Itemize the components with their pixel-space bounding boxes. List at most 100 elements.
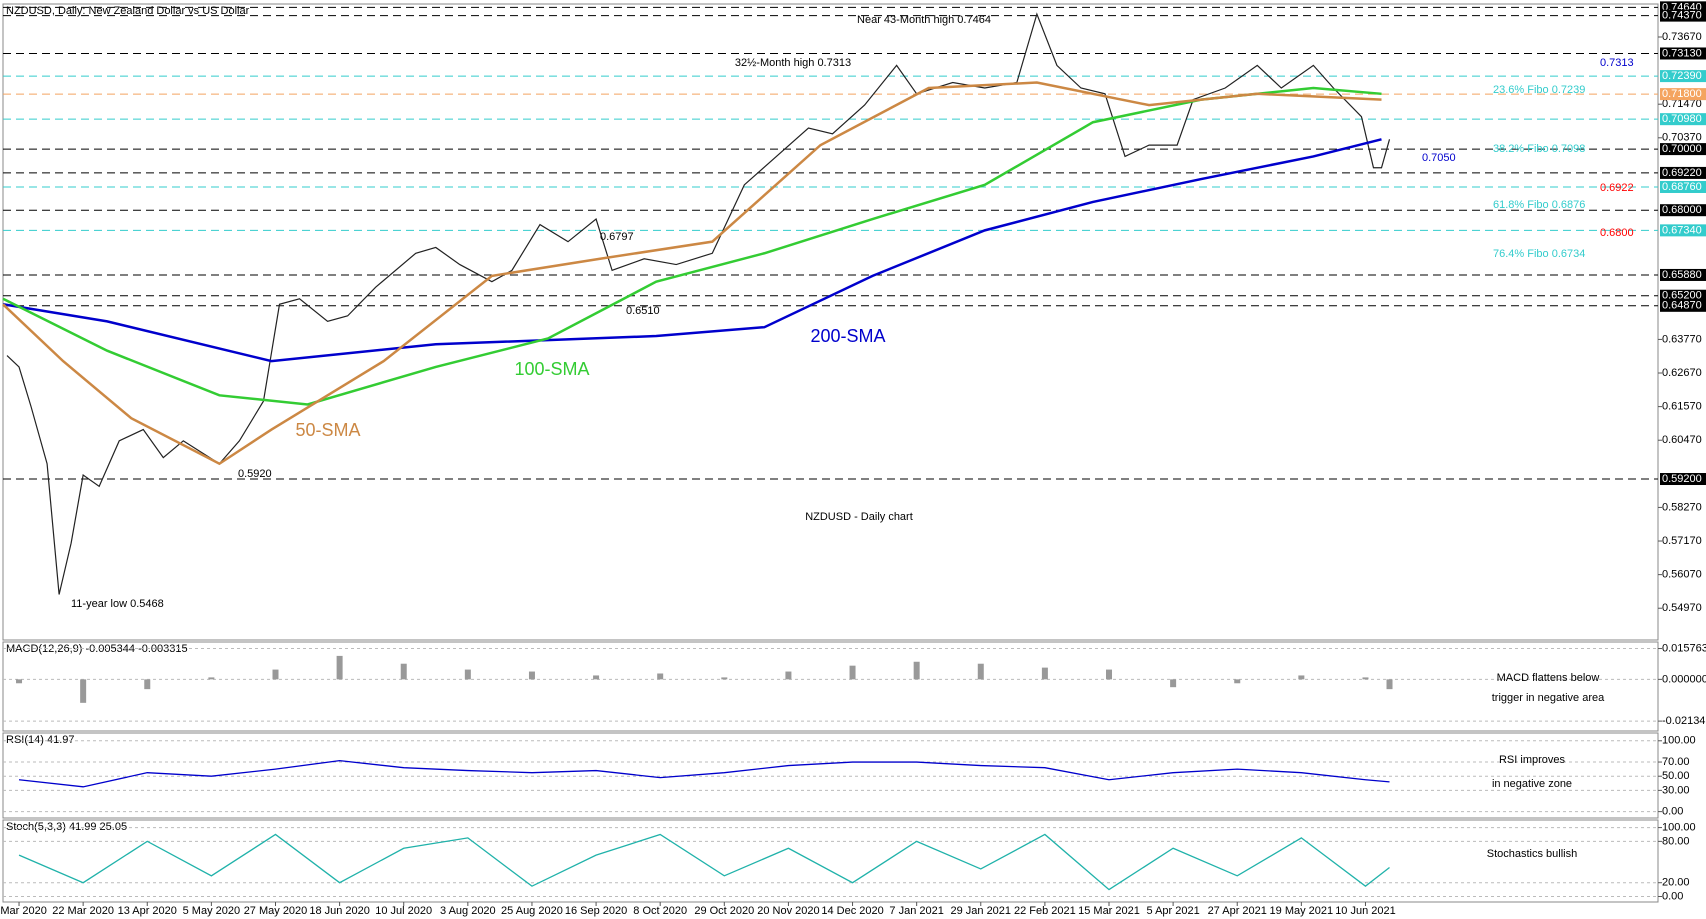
rsi-panel [2, 732, 1659, 819]
annotation: 0.6800 [1600, 227, 1634, 239]
y-tick-label: 0.62670 [1662, 367, 1702, 379]
annotation: 11-year low 0.5468 [71, 598, 164, 610]
level-box [1660, 9, 1706, 22]
y-tick-label: 0.63770 [1662, 333, 1702, 345]
level-label: 0.65880 [1662, 269, 1702, 281]
annotation: 23.6% Fibo 0.7239 [1493, 84, 1585, 96]
level-label: 0.73130 [1662, 47, 1702, 59]
y-tick-label: 0.00 [1662, 806, 1683, 818]
histogram-bar [80, 679, 87, 703]
level-label: 0.65200 [1662, 290, 1702, 302]
level-box [1660, 88, 1706, 101]
y-tick-label: -0.021341 [1662, 715, 1706, 727]
price-line [2, 81, 1382, 466]
level-box [1660, 268, 1706, 281]
level-label: 0.68760 [1662, 181, 1702, 193]
x-tick-label: 25 Aug 2020 [501, 905, 563, 917]
histogram-bar [1362, 677, 1369, 680]
annotation: Near 43-Month high 0.7464 [857, 14, 991, 26]
level-label: 0.64870 [1662, 300, 1702, 312]
histogram-bar [464, 669, 471, 680]
histogram-bar [1298, 675, 1305, 680]
level-label: 0.59200 [1662, 473, 1702, 485]
x-tick-label: 14 Dec 2020 [821, 905, 883, 917]
level-label: 0.69220 [1662, 167, 1702, 179]
annotation: 0.6922 [1600, 182, 1634, 194]
histogram-bar [400, 663, 407, 680]
histogram-bar [208, 677, 215, 680]
x-tick-label: 27 Apr 2021 [1208, 905, 1267, 917]
y-tick-label: 80.00 [1662, 835, 1690, 847]
annotation: 38.2% Fibo 0.7098 [1493, 143, 1585, 155]
x-tick-label: 27 May 2020 [244, 905, 308, 917]
y-tick-label: 0.58270 [1662, 501, 1702, 513]
x-tick-label: 8 Oct 2020 [633, 905, 687, 917]
histogram-bar [336, 655, 343, 680]
annotation: MACD flattens below [1497, 672, 1600, 684]
annotation: RSI improves [1499, 754, 1566, 766]
x-tick-label: 3 Mar 2020 [0, 905, 47, 917]
y-tick-label: 0.57170 [1662, 535, 1702, 547]
x-tick-label: 15 Mar 2021 [1078, 905, 1140, 917]
histogram-bar [1041, 667, 1048, 680]
annotation: 32½-Month high 0.7313 [735, 57, 851, 69]
panel-header: NZDUSD, Daily: New Zealand Dollar vs US … [6, 5, 250, 17]
y-tick-label: 0.015763 [1662, 642, 1706, 654]
histogram-bar [1386, 679, 1393, 690]
level-box [1660, 180, 1706, 193]
y-tick-label: 0.61570 [1662, 401, 1702, 413]
histogram-bar [785, 671, 792, 680]
level-label: 0.70000 [1662, 143, 1702, 155]
x-tick-label: 29 Jan 2021 [950, 905, 1011, 917]
level-box [1660, 299, 1706, 312]
level-box [1660, 204, 1706, 217]
x-tick-label: 19 May 2021 [1270, 905, 1334, 917]
x-tick-label: 20 Nov 2020 [757, 905, 819, 917]
y-tick-label: 0.000000 [1662, 673, 1706, 685]
x-tick-label: 29 Oct 2020 [694, 905, 754, 917]
annotation: 0.7313 [1600, 57, 1634, 69]
panel-header: RSI(14) 41.97 [6, 734, 74, 746]
annotation: trigger in negative area [1492, 692, 1605, 704]
x-tick-label: 3 Aug 2020 [440, 905, 496, 917]
annotation: in negative zone [1492, 778, 1572, 790]
price-line [2, 86, 1382, 406]
x-tick-label: 18 Jun 2020 [309, 905, 370, 917]
y-tick-label: 20.00 [1662, 877, 1690, 889]
macd-panel [2, 641, 1659, 732]
y-tick-label: 0.00 [1662, 890, 1683, 902]
x-tick-label: 7 Jan 2021 [889, 905, 943, 917]
y-tick-label: 0.73670 [1662, 31, 1702, 43]
level-label: 0.68000 [1662, 204, 1702, 216]
annotation: 0.6510 [626, 305, 660, 317]
y-tick-label: 100.00 [1662, 821, 1696, 833]
level-box [1660, 143, 1706, 156]
histogram-bar [16, 679, 23, 684]
histogram-bar [721, 677, 728, 680]
histogram-bar [1106, 669, 1113, 680]
chart-title: NZDUSD - Daily chart [805, 511, 913, 523]
histogram-bar [913, 661, 920, 680]
level-label: 0.71800 [1662, 88, 1702, 100]
y-tick-label: 70.00 [1662, 756, 1690, 768]
level-box [1660, 47, 1706, 60]
panel-header: Stoch(5,3,3) 41.99 25.05 [6, 821, 127, 833]
y-tick-label: 50.00 [1662, 770, 1690, 782]
indicator-line [18, 759, 1390, 788]
annotation: 0.6797 [600, 231, 634, 243]
x-tick-label: 10 Jun 2021 [1335, 905, 1396, 917]
histogram-bar [1234, 679, 1241, 684]
y-tick-label: 0.60470 [1662, 434, 1702, 446]
level-box [1660, 224, 1706, 237]
x-tick-label: 13 Apr 2020 [118, 905, 177, 917]
level-box [1660, 289, 1706, 302]
level-box [1660, 70, 1706, 83]
histogram-bar [1170, 679, 1177, 688]
y-tick-label: 0.71470 [1662, 98, 1702, 110]
annotation: Stochastics bullish [1487, 848, 1578, 860]
histogram-bar [528, 671, 535, 680]
annotation: 76.4% Fibo 0.6734 [1493, 248, 1585, 260]
y-tick-label: 100.00 [1662, 735, 1696, 747]
histogram-bar [144, 679, 151, 690]
